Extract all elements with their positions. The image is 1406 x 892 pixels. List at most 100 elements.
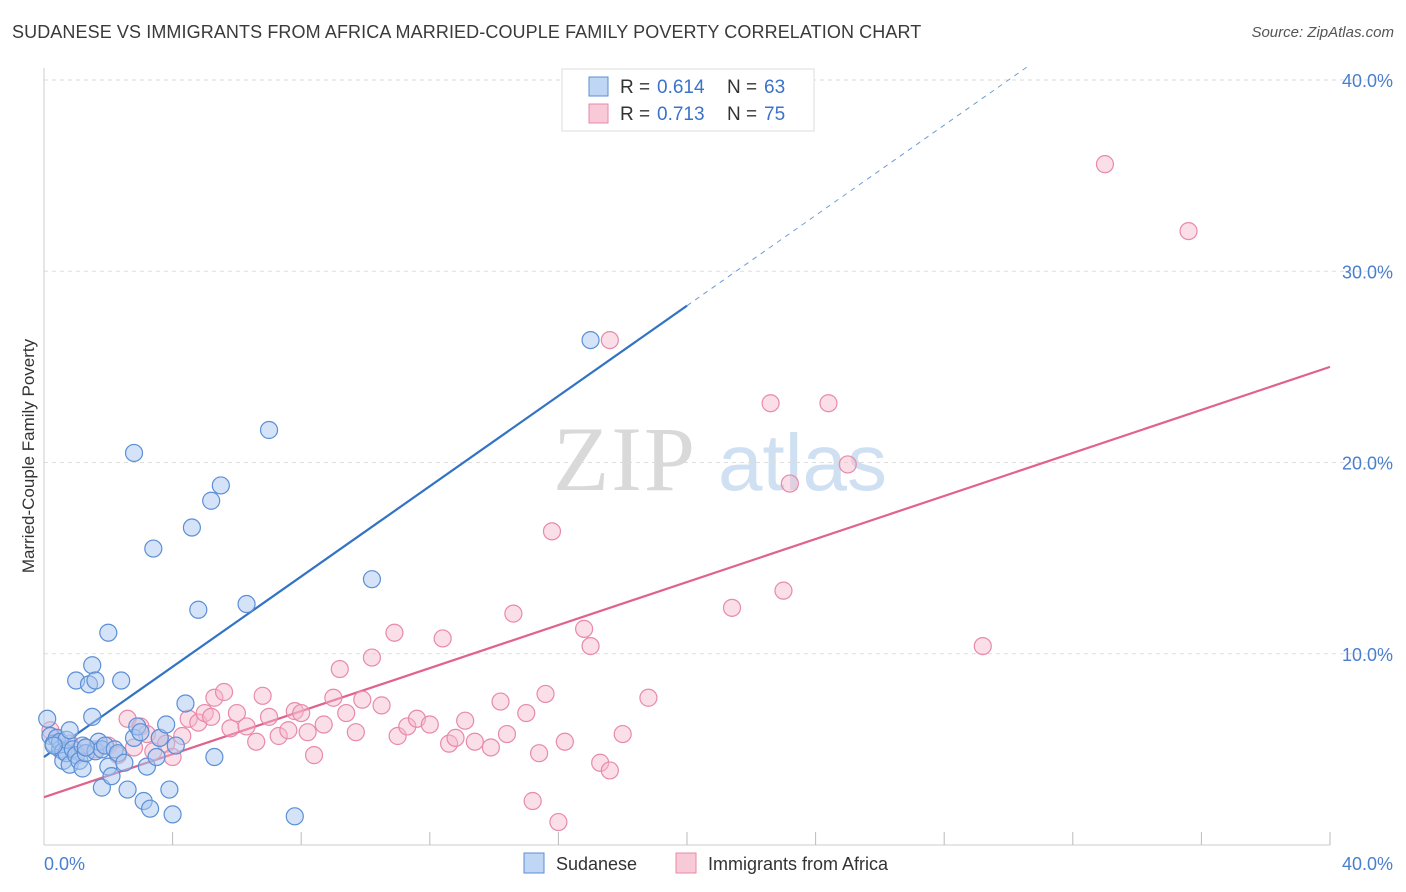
point-africa-64 bbox=[555, 732, 574, 751]
chart-title: SUDANESE VS IMMIGRANTS FROM AFRICA MARRI… bbox=[12, 22, 922, 42]
point-sudanese-44 bbox=[147, 747, 166, 767]
point-africa-70 bbox=[639, 688, 658, 707]
point-sudanese-54 bbox=[205, 747, 224, 767]
point-africa-67 bbox=[591, 753, 610, 772]
point-africa-76 bbox=[838, 455, 857, 474]
bottom-legend-swatch-sudanese bbox=[523, 852, 545, 874]
point-sudanese-57 bbox=[259, 420, 279, 440]
point-africa-61 bbox=[536, 684, 555, 704]
legend-r-label-0: R = bbox=[620, 77, 650, 98]
point-africa-24 bbox=[221, 719, 240, 738]
point-sudanese-49 bbox=[166, 736, 185, 755]
point-africa-26 bbox=[237, 717, 256, 736]
point-africa-73 bbox=[761, 394, 780, 413]
point-sudanese-28 bbox=[99, 623, 118, 642]
legend-swatch-1 bbox=[588, 103, 609, 124]
point-africa-29 bbox=[259, 707, 279, 726]
point-sudanese-30 bbox=[102, 767, 121, 786]
point-africa-53 bbox=[465, 732, 484, 751]
point-africa-69 bbox=[613, 724, 632, 744]
point-sudanese-53 bbox=[202, 491, 221, 510]
axes: 10.0% 20.0% 30.0% 40.0% 0.0% 40.0% bbox=[43, 68, 1393, 874]
point-africa-28 bbox=[253, 686, 272, 705]
point-africa-59 bbox=[523, 791, 542, 811]
bottom-legend-label-sudanese: Sudanese bbox=[556, 854, 637, 874]
legend-swatch-0 bbox=[588, 76, 609, 97]
point-africa-79 bbox=[1179, 221, 1198, 241]
watermark-atlas: atlas bbox=[718, 418, 887, 507]
point-africa-34 bbox=[298, 723, 317, 742]
point-africa-33 bbox=[292, 703, 311, 723]
point-sudanese-55 bbox=[211, 476, 230, 495]
point-sudanese-42 bbox=[140, 799, 160, 818]
legend-n-value-1: 75 bbox=[764, 104, 785, 125]
point-africa-48 bbox=[420, 715, 439, 734]
point-sudanese-17 bbox=[73, 759, 92, 778]
point-africa-25 bbox=[227, 703, 246, 723]
legend-n-value-0: 63 bbox=[764, 77, 785, 98]
point-sudanese-34 bbox=[115, 753, 134, 772]
point-africa-35 bbox=[304, 746, 324, 765]
point-africa-40 bbox=[346, 723, 365, 742]
point-africa-43 bbox=[372, 696, 391, 715]
point-sudanese-52 bbox=[189, 600, 208, 619]
legend-r-label-1: R = bbox=[620, 104, 650, 125]
point-africa-55 bbox=[491, 692, 510, 711]
legend: R = 0.614 N = 63 R = 0.713 N = 75 bbox=[561, 68, 815, 132]
y-tick-label-10: 10.0% bbox=[1342, 645, 1393, 665]
point-africa-54 bbox=[481, 738, 500, 757]
point-africa-41 bbox=[353, 690, 372, 709]
bottom-legend: Sudanese Immigrants from Africa bbox=[523, 852, 889, 874]
legend-n-label-0: N = bbox=[727, 77, 757, 98]
point-africa-57 bbox=[504, 604, 523, 623]
point-sudanese-46 bbox=[157, 715, 176, 734]
point-africa-63 bbox=[549, 812, 568, 832]
point-sudanese-51 bbox=[182, 518, 201, 537]
trend-line-africa bbox=[43, 365, 1331, 799]
point-africa-49 bbox=[433, 629, 452, 648]
point-sudanese-35 bbox=[118, 780, 137, 799]
trend-lines bbox=[43, 66, 1331, 799]
point-africa-56 bbox=[497, 724, 517, 744]
watermark: ZIP atlas bbox=[553, 408, 887, 510]
legend-r-value-1: 0.713 bbox=[657, 104, 705, 125]
point-africa-77 bbox=[973, 636, 992, 656]
x-tick-label-max: 40.0% bbox=[1342, 854, 1393, 874]
point-africa-71 bbox=[722, 598, 742, 617]
point-sudanese-39 bbox=[131, 723, 150, 742]
bottom-legend-label-africa: Immigrants from Africa bbox=[708, 854, 889, 874]
y-axis-title-group: Married-Couple Family Poverty bbox=[19, 338, 38, 573]
point-sudanese-61 bbox=[44, 736, 63, 755]
point-africa-44 bbox=[385, 623, 404, 642]
point-africa-38 bbox=[330, 659, 349, 679]
point-africa-74 bbox=[780, 474, 799, 493]
y-tick-label-30: 30.0% bbox=[1342, 262, 1393, 282]
watermark-zip: ZIP bbox=[553, 408, 697, 510]
trend-line-sudanese bbox=[43, 304, 688, 758]
point-africa-62 bbox=[542, 522, 562, 541]
y-axis-title: Married-Couple Family Poverty bbox=[19, 338, 38, 573]
point-africa-80 bbox=[600, 331, 619, 350]
chart-source: Source: ZipAtlas.com bbox=[1251, 24, 1394, 41]
point-sudanese-58 bbox=[285, 807, 304, 826]
point-africa-21 bbox=[202, 707, 221, 726]
point-sudanese-56 bbox=[237, 594, 256, 614]
point-africa-52 bbox=[456, 711, 475, 730]
gridlines bbox=[44, 79, 1395, 655]
point-africa-23 bbox=[214, 682, 234, 702]
point-africa-36 bbox=[314, 715, 333, 734]
point-sudanese-11 bbox=[60, 721, 79, 740]
point-africa-42 bbox=[362, 648, 382, 667]
point-africa-66 bbox=[581, 636, 600, 656]
legend-r-value-0: 0.614 bbox=[657, 77, 705, 98]
point-africa-75 bbox=[819, 394, 838, 413]
bottom-legend-swatch-africa bbox=[675, 852, 697, 874]
point-africa-22 bbox=[205, 688, 224, 707]
point-sudanese-60 bbox=[581, 331, 600, 350]
point-africa-30 bbox=[269, 726, 288, 746]
point-africa-68 bbox=[600, 761, 619, 780]
point-sudanese-47 bbox=[160, 780, 179, 799]
point-sudanese-21 bbox=[83, 707, 102, 726]
point-africa-60 bbox=[530, 744, 549, 763]
